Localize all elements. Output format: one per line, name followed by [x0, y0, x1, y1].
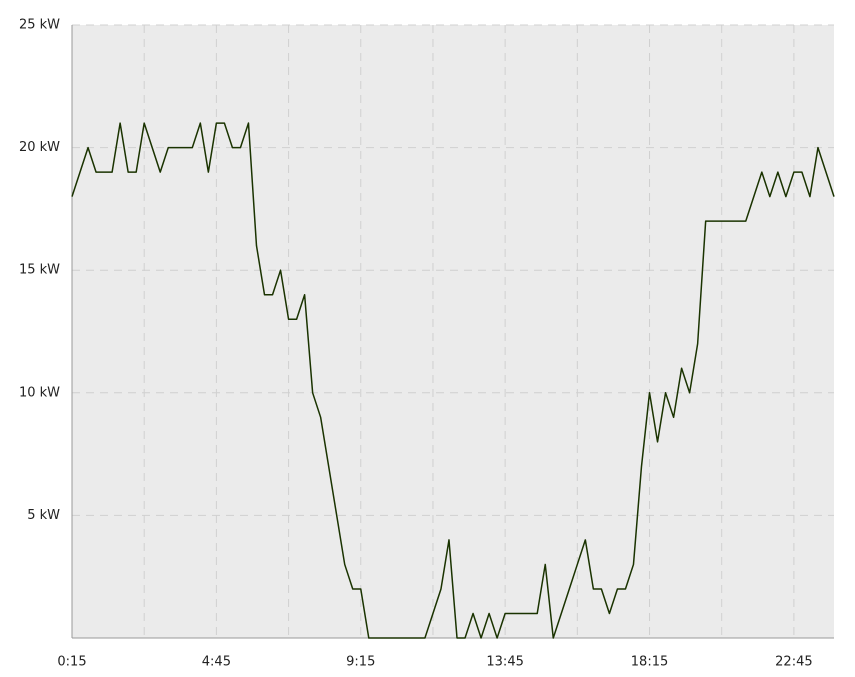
- x-tick-label: 0:15: [57, 655, 86, 670]
- data-line: [71, 122, 835, 639]
- x-tick-label: 4:45: [202, 655, 231, 670]
- x-tick-label: 9:15: [346, 655, 375, 670]
- y-tick-label: 10 kW: [19, 385, 60, 400]
- y-tick-label: 25 kW: [19, 18, 60, 33]
- plot-area: [72, 25, 834, 638]
- x-tick-label: 22:45: [775, 655, 812, 670]
- y-tick-label: 15 kW: [19, 263, 60, 278]
- x-tick-label: 18:15: [631, 655, 668, 670]
- y-tick-label: 5 kW: [27, 508, 60, 523]
- x-tick-label: 13:45: [486, 655, 523, 670]
- y-tick-label: 20 kW: [19, 140, 60, 155]
